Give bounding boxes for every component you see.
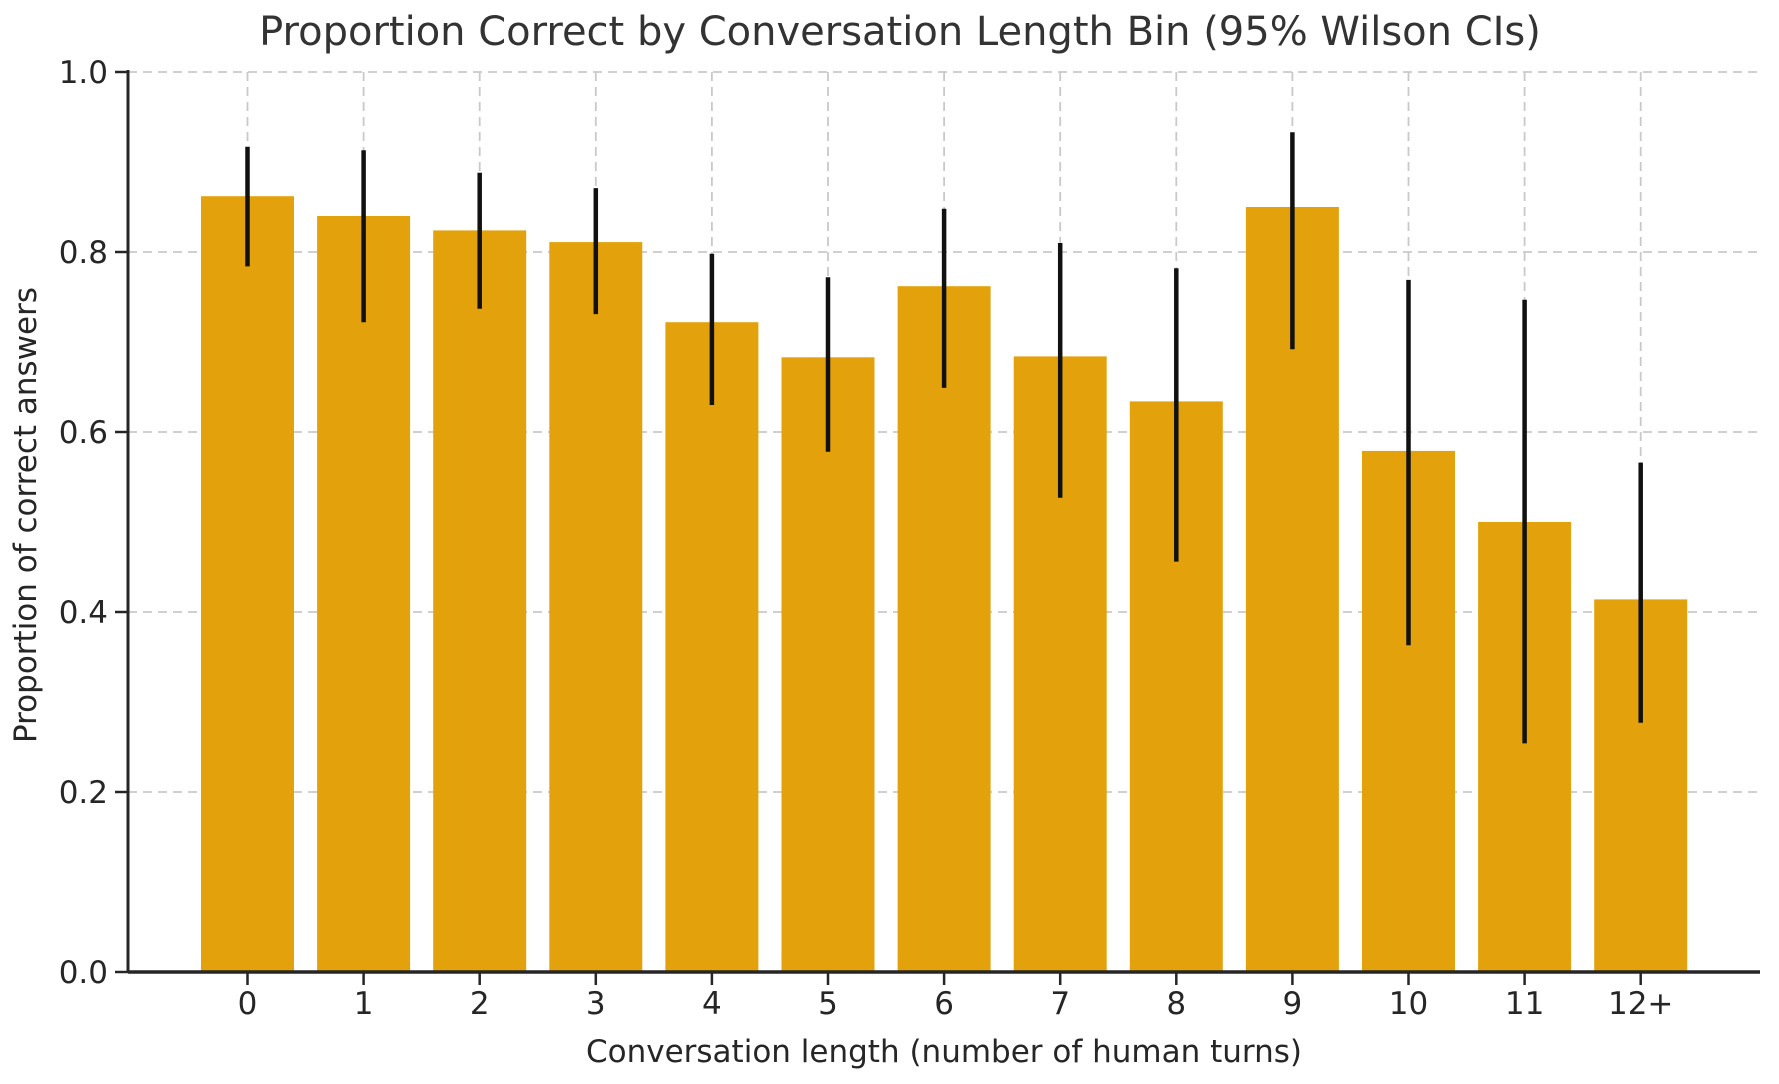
y-tick-label: 0.6	[59, 415, 108, 451]
x-tick-label: 6	[934, 986, 954, 1022]
x-tick-label: 11	[1505, 986, 1544, 1022]
error-bars-layer	[245, 132, 1643, 744]
x-tick-label: 1	[354, 986, 374, 1022]
x-tick-label: 8	[1166, 986, 1186, 1022]
y-tick-label: 0.8	[59, 235, 108, 271]
y-tick-label: 0.2	[59, 775, 108, 811]
x-tick-label: 7	[1050, 986, 1070, 1022]
bar	[433, 230, 527, 972]
bar	[665, 322, 759, 972]
tick-label-layer: 0.0 0.2 0.4 0.6 0.8 1.0 0 1 2 3 4 5 6 7 8 9 10 11 12+	[59, 55, 1674, 1022]
x-axis-label: Conversation length (number of human tur…	[586, 1034, 1302, 1070]
chart-title: Proportion Correct by Conversation Lengt…	[259, 9, 1541, 55]
x-tick-label: 3	[586, 986, 606, 1022]
axes-layer	[115, 70, 1760, 985]
y-tick-label: 1.0	[59, 55, 108, 91]
x-tick-label: 2	[470, 986, 490, 1022]
bars-layer	[201, 196, 1688, 973]
bar	[317, 216, 411, 972]
bar	[781, 357, 875, 972]
y-tick-label: 0.0	[59, 955, 108, 991]
bar	[897, 286, 991, 972]
bar	[201, 196, 294, 972]
x-tick-label: 5	[818, 986, 838, 1022]
y-tick-label: 0.4	[59, 595, 108, 631]
x-tick-label: 9	[1283, 986, 1303, 1022]
y-axis-label: Proportion of correct answers	[8, 287, 44, 743]
x-tick-label: 10	[1389, 986, 1428, 1022]
x-tick-label: 4	[702, 986, 722, 1022]
bar	[549, 242, 643, 973]
x-tick-label: 12+	[1608, 986, 1673, 1022]
x-tick-label: 0	[238, 986, 258, 1022]
